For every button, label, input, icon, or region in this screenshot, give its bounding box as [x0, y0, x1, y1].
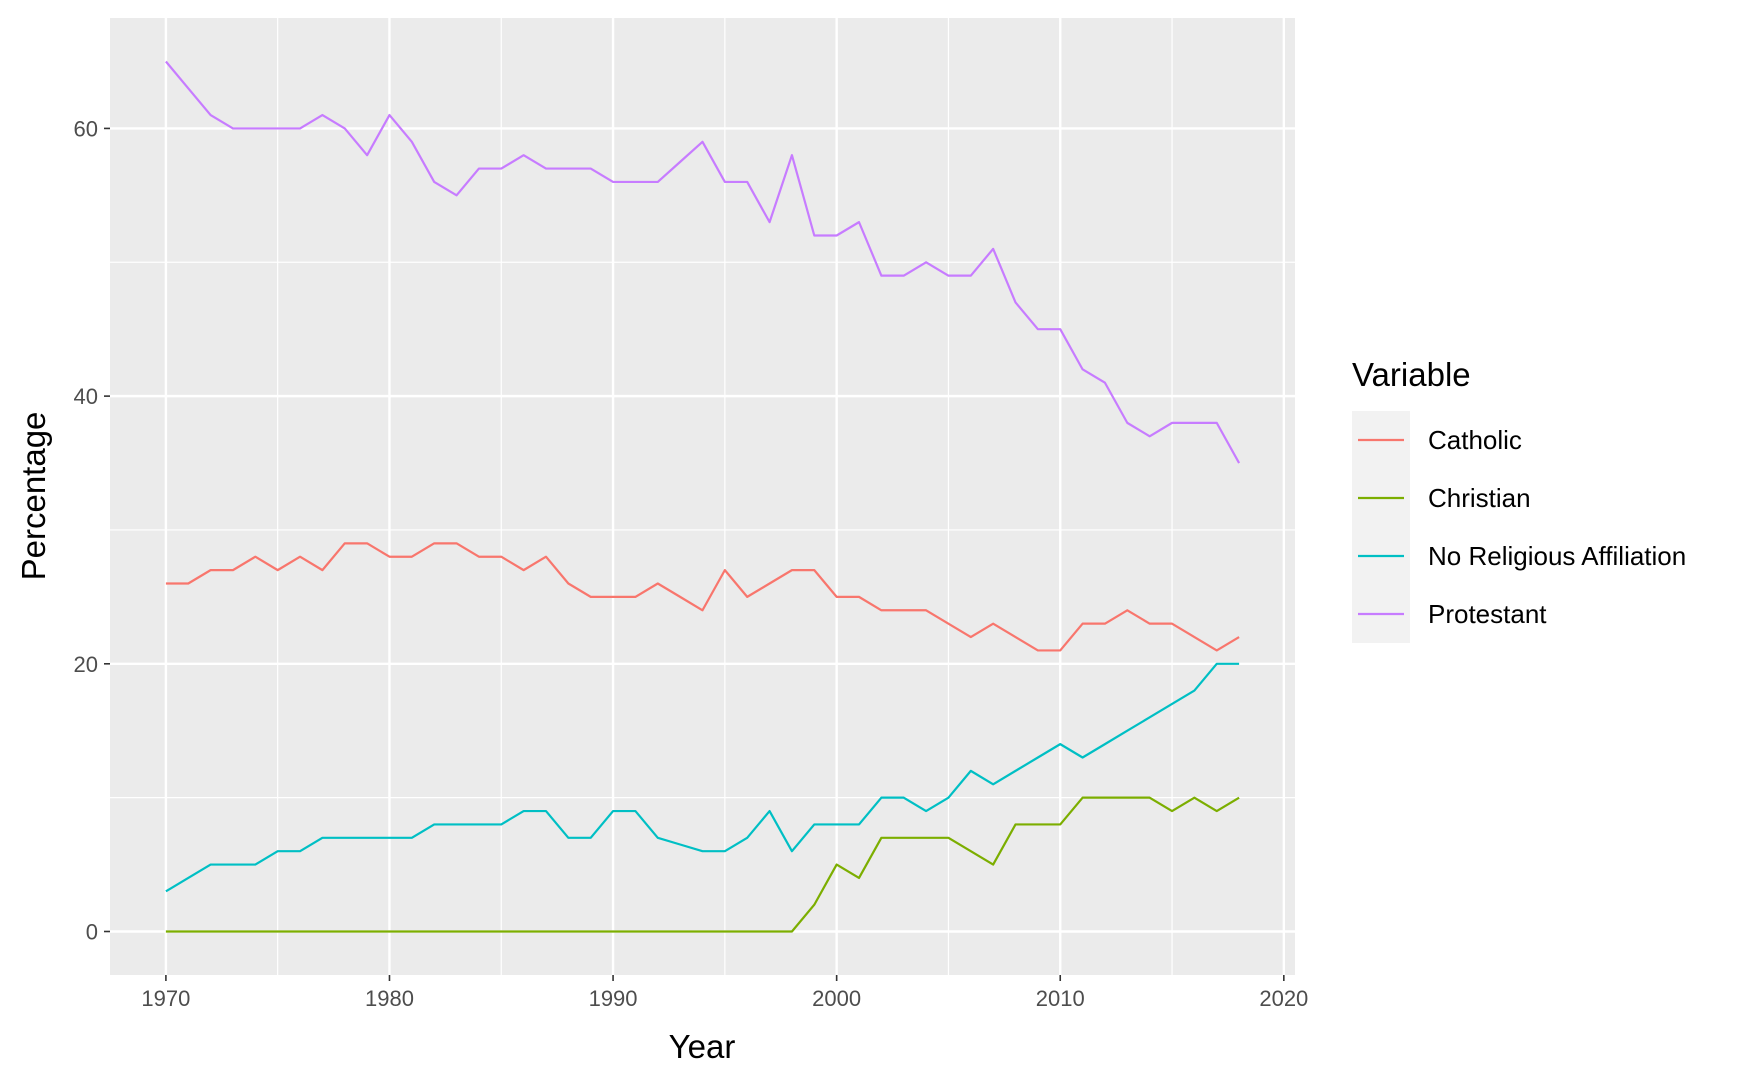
x-tick-label: 1990 [589, 986, 638, 1011]
x-tick-label: 1970 [141, 986, 190, 1011]
y-axis: 0 20 40 60 [74, 116, 110, 945]
legend-label: No Religious Affiliation [1428, 541, 1686, 571]
x-tick-label: 2020 [1259, 986, 1308, 1011]
major-gridlines [110, 18, 1295, 975]
x-tick-label: 1980 [365, 986, 414, 1011]
y-tick-label: 20 [74, 652, 98, 677]
legend-label: Christian [1428, 483, 1531, 513]
series-lines [165, 60, 1241, 933]
legend-label: Protestant [1428, 599, 1547, 629]
y-tick-label: 0 [86, 920, 98, 945]
panel-background [110, 18, 1295, 975]
y-axis-title: Percentage [15, 412, 52, 581]
series-line-no-religious-affiliation [165, 662, 1240, 893]
minor-gridlines [110, 18, 1295, 975]
x-axis-title: Year [669, 1028, 736, 1065]
series-line-protestant [165, 60, 1241, 464]
legend-items: Catholic Christian No Religious Affiliatio… [1352, 411, 1686, 643]
legend-title: Variable [1352, 356, 1471, 393]
y-tick-label: 40 [74, 384, 98, 409]
legend: Variable Catholic Christian No Religious A… [1352, 356, 1686, 643]
x-tick-label: 2010 [1036, 986, 1085, 1011]
x-axis: 1970 1980 1990 2000 2010 2020 [141, 975, 1308, 1011]
legend-label: Catholic [1428, 425, 1522, 455]
x-tick-label: 2000 [812, 986, 861, 1011]
series-line-christian [165, 796, 1240, 933]
y-tick-label: 60 [74, 116, 98, 141]
series-line-catholic [165, 542, 1240, 652]
